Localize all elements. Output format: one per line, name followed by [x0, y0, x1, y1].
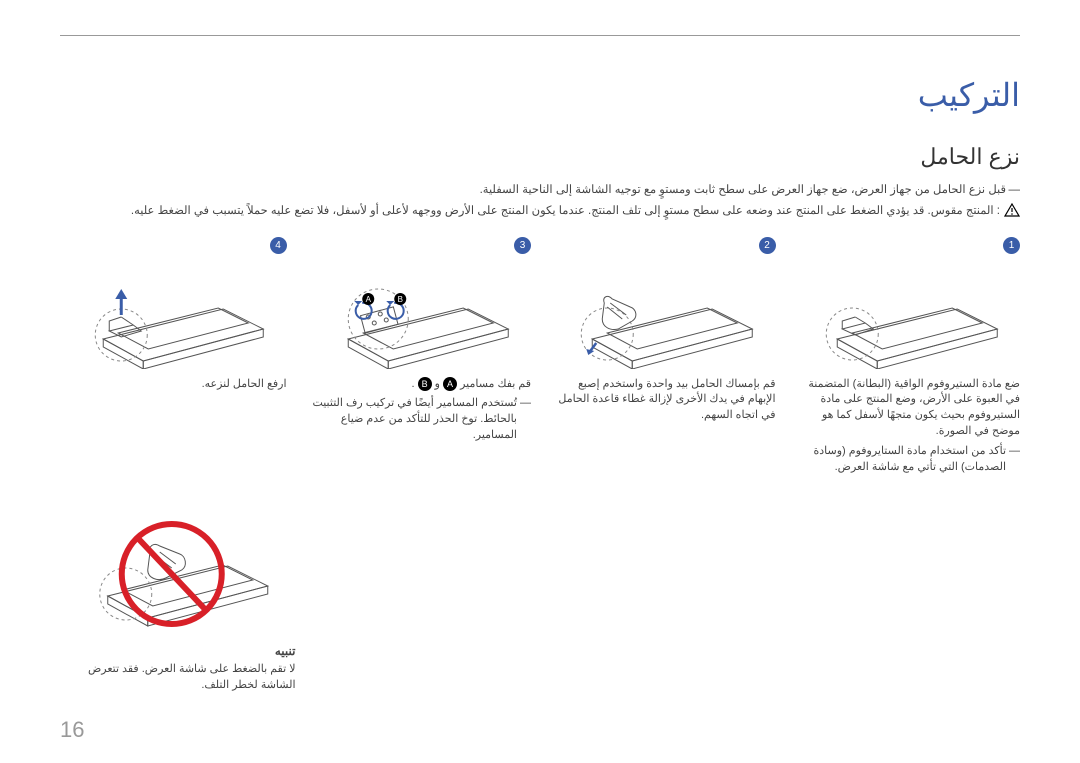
dash-icon: ― [520, 396, 531, 412]
step-3-text: قم بفك مسامير A و B . [305, 377, 532, 393]
page-number: 16 [60, 717, 84, 743]
warning-block: تنبيه لا تقم بالضغط على شاشة العرض. فقد … [60, 494, 296, 694]
step-3: 3 [305, 237, 532, 477]
step-3-sub: ― تُستخدم المسامير أيضًا في تركيب رف الت… [305, 396, 532, 444]
caution-content: : المنتج مقوس. قد يؤدي الضغط على المنتج … [131, 205, 1000, 217]
intro-text: ― قبل نزع الحامل من جهاز العرض، ضع جهاز … [60, 182, 1020, 199]
top-rule [60, 35, 1020, 36]
intro-content: قبل نزع الحامل من جهاز العرض، ضع جهاز ال… [480, 184, 1006, 196]
step-4-text: ارفع الحامل لنزعه. [60, 377, 287, 393]
step-3-suffix: . [411, 378, 414, 390]
note-title: تنبيه [60, 644, 296, 658]
step-2: 2 [549, 237, 776, 477]
letter-a-icon: A [443, 377, 457, 391]
lower-row: تنبيه لا تقم بالضغط على شاشة العرض. فقد … [60, 494, 1020, 694]
note-text: لا تقم بالضغط على شاشة العرض. فقد تتعرض … [60, 662, 296, 694]
step-1-sub-content: تأكد من استخدام مادة الستايروفوم (وسادة … [814, 445, 1007, 473]
step-1-illustration [794, 259, 1021, 369]
step-3-prefix: قم بفك مسامير [457, 378, 531, 390]
step-4-illustration [60, 259, 287, 369]
main-title: التركيب [60, 76, 1020, 114]
step-3-sub-content: تُستخدم المسامير أيضًا في تركيب رف التثب… [312, 397, 517, 441]
step-number-badge: 1 [1003, 237, 1020, 254]
step-3-illustration: A B [305, 259, 532, 369]
caution-text: : المنتج مقوس. قد يؤدي الضغط على المنتج … [60, 203, 1020, 220]
step-4: 4 [60, 237, 287, 477]
step-3-mid: و [432, 378, 440, 390]
step-2-text: قم بإمساك الحامل بيد واحدة واستخدم إصبع … [549, 377, 776, 425]
step-number-badge: 4 [270, 237, 287, 254]
step-1: 1 [794, 237, 1021, 477]
step-1-text: ضع مادة الستيروفوم الواقية (البطانة) الم… [794, 377, 1021, 441]
warning-illustration [60, 516, 296, 636]
step-number-badge: 2 [759, 237, 776, 254]
step-number-badge: 3 [514, 237, 531, 254]
dash-icon: ― [1009, 444, 1020, 460]
step-2-illustration [549, 259, 776, 369]
warning-icon [1004, 203, 1020, 223]
svg-text:A: A [365, 295, 371, 304]
svg-text:B: B [397, 295, 402, 304]
section-title: نزع الحامل [60, 144, 1020, 170]
step-1-sub: ― تأكد من استخدام مادة الستايروفوم (وساد… [794, 444, 1021, 476]
letter-b-icon: B [418, 377, 432, 391]
steps-row: 1 [60, 237, 1020, 477]
dash-icon: ― [1009, 182, 1021, 199]
